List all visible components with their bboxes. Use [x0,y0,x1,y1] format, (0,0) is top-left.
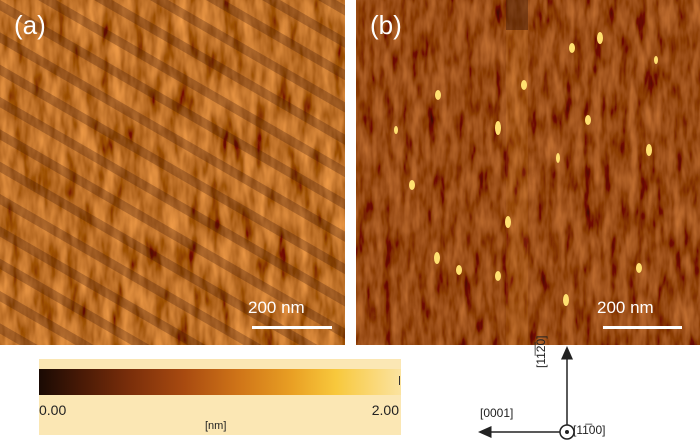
colorbar-unit-label: [nm] [205,420,227,432]
scale-bar-b [603,326,682,329]
colorbar-tick [399,376,400,385]
bright-islands [394,32,658,306]
colorbar-min-label: 0.00 [39,402,67,418]
crystal-axes: [11̅2̅0] [0001] [11̅00] [470,336,700,446]
axis-up-label: [11̅2̅0] [534,335,548,368]
scale-bar-a [252,326,332,329]
height-colorbar: 0.00 2.00 [nm] [39,359,401,435]
scale-bar-label-a: 200 nm [248,298,305,317]
afm-image-a: (a) 200 nm [0,0,345,345]
afm-texture-b [356,0,700,345]
panel-label-a: (a) [14,10,46,40]
afm-image-b: (b) 200 nm [356,0,700,345]
panel-label-b: (b) [370,10,402,40]
scale-bar-label-b: 200 nm [597,298,654,317]
axis-out-label: [11̅00] [573,423,606,437]
axes-arrows [478,346,575,440]
axis-left-label: [0001] [480,406,514,420]
colorbar-max-label: 2.00 [371,402,399,418]
colorbar-gradient [39,369,401,395]
afm-texture-a [0,0,345,345]
